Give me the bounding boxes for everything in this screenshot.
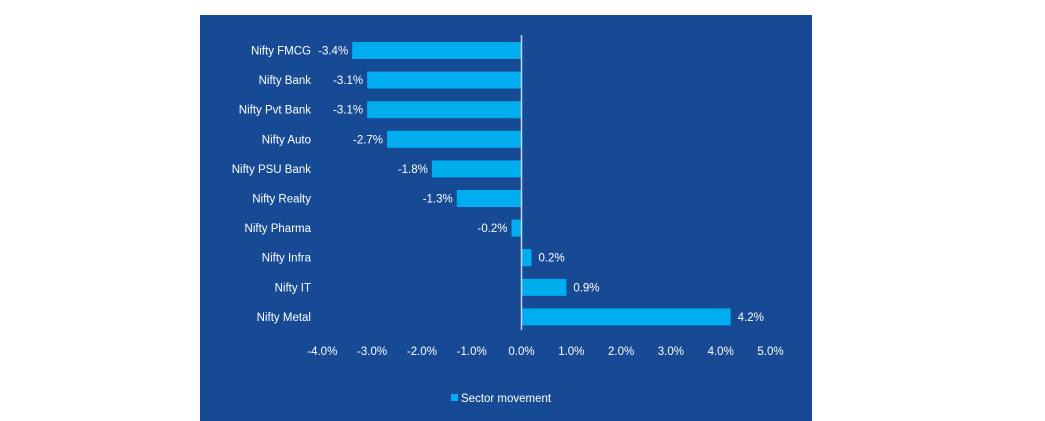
x-tick-label: 5.0% [757,346,783,358]
bar [387,131,521,148]
data-label: -3.4% [318,46,348,58]
bar [432,160,522,177]
legend-swatch [451,394,458,401]
bars-group [352,42,730,325]
data-label: 4.2% [738,312,764,324]
x-tick-label: -4.0% [307,346,337,358]
x-tick-label: 0.0% [508,346,534,358]
data-label: -2.7% [353,134,383,146]
legend: Sector movement [451,393,552,405]
category-labels: Nifty FMCG Nifty Bank Nifty Pvt Bank Nifty … [232,46,312,324]
category-label: Nifty FMCG [251,46,311,58]
data-label: -3.1% [333,75,363,87]
x-tick-label: 1.0% [558,346,584,358]
bar [522,308,731,325]
bar [522,249,532,266]
data-label: 0.9% [573,282,599,294]
x-tick-label: -1.0% [457,346,487,358]
category-label: Nifty Realty [252,194,311,206]
bar [367,101,521,118]
x-tick-label: -2.0% [407,346,437,358]
category-label: Nifty Pharma [245,223,312,235]
data-label: 0.2% [538,253,564,265]
legend-label: Sector movement [461,393,552,405]
sector-bar-chart: Nifty FMCG Nifty Bank Nifty Pvt Bank Nifty … [200,15,812,421]
data-label: -0.2% [477,223,507,235]
category-label: Nifty Infra [262,253,312,265]
data-label: -3.1% [333,105,363,117]
chart-panel: Nifty FMCG Nifty Bank Nifty Pvt Bank Nifty … [200,15,812,421]
category-label: Nifty Pvt Bank [239,105,311,117]
bar [352,42,521,59]
x-tick-label: 2.0% [608,346,634,358]
x-tick-label: 3.0% [658,346,684,358]
bar [522,279,567,296]
category-label: Nifty PSU Bank [232,164,311,176]
x-tick-labels: -4.0% -3.0% -2.0% -1.0% 0.0% 1.0% 2.0% 3.0% 4.0%… [307,346,783,358]
bar [457,190,522,207]
category-label: Nifty Auto [262,134,311,146]
x-tick-label: 4.0% [708,346,734,358]
bar [367,72,521,89]
category-label: Nifty Bank [259,75,312,87]
category-label: Nifty IT [275,282,311,294]
data-label: -1.3% [423,194,453,206]
category-label: Nifty Metal [257,312,311,324]
x-tick-label: -3.0% [357,346,387,358]
data-label: -1.8% [398,164,428,176]
bar [512,220,522,237]
